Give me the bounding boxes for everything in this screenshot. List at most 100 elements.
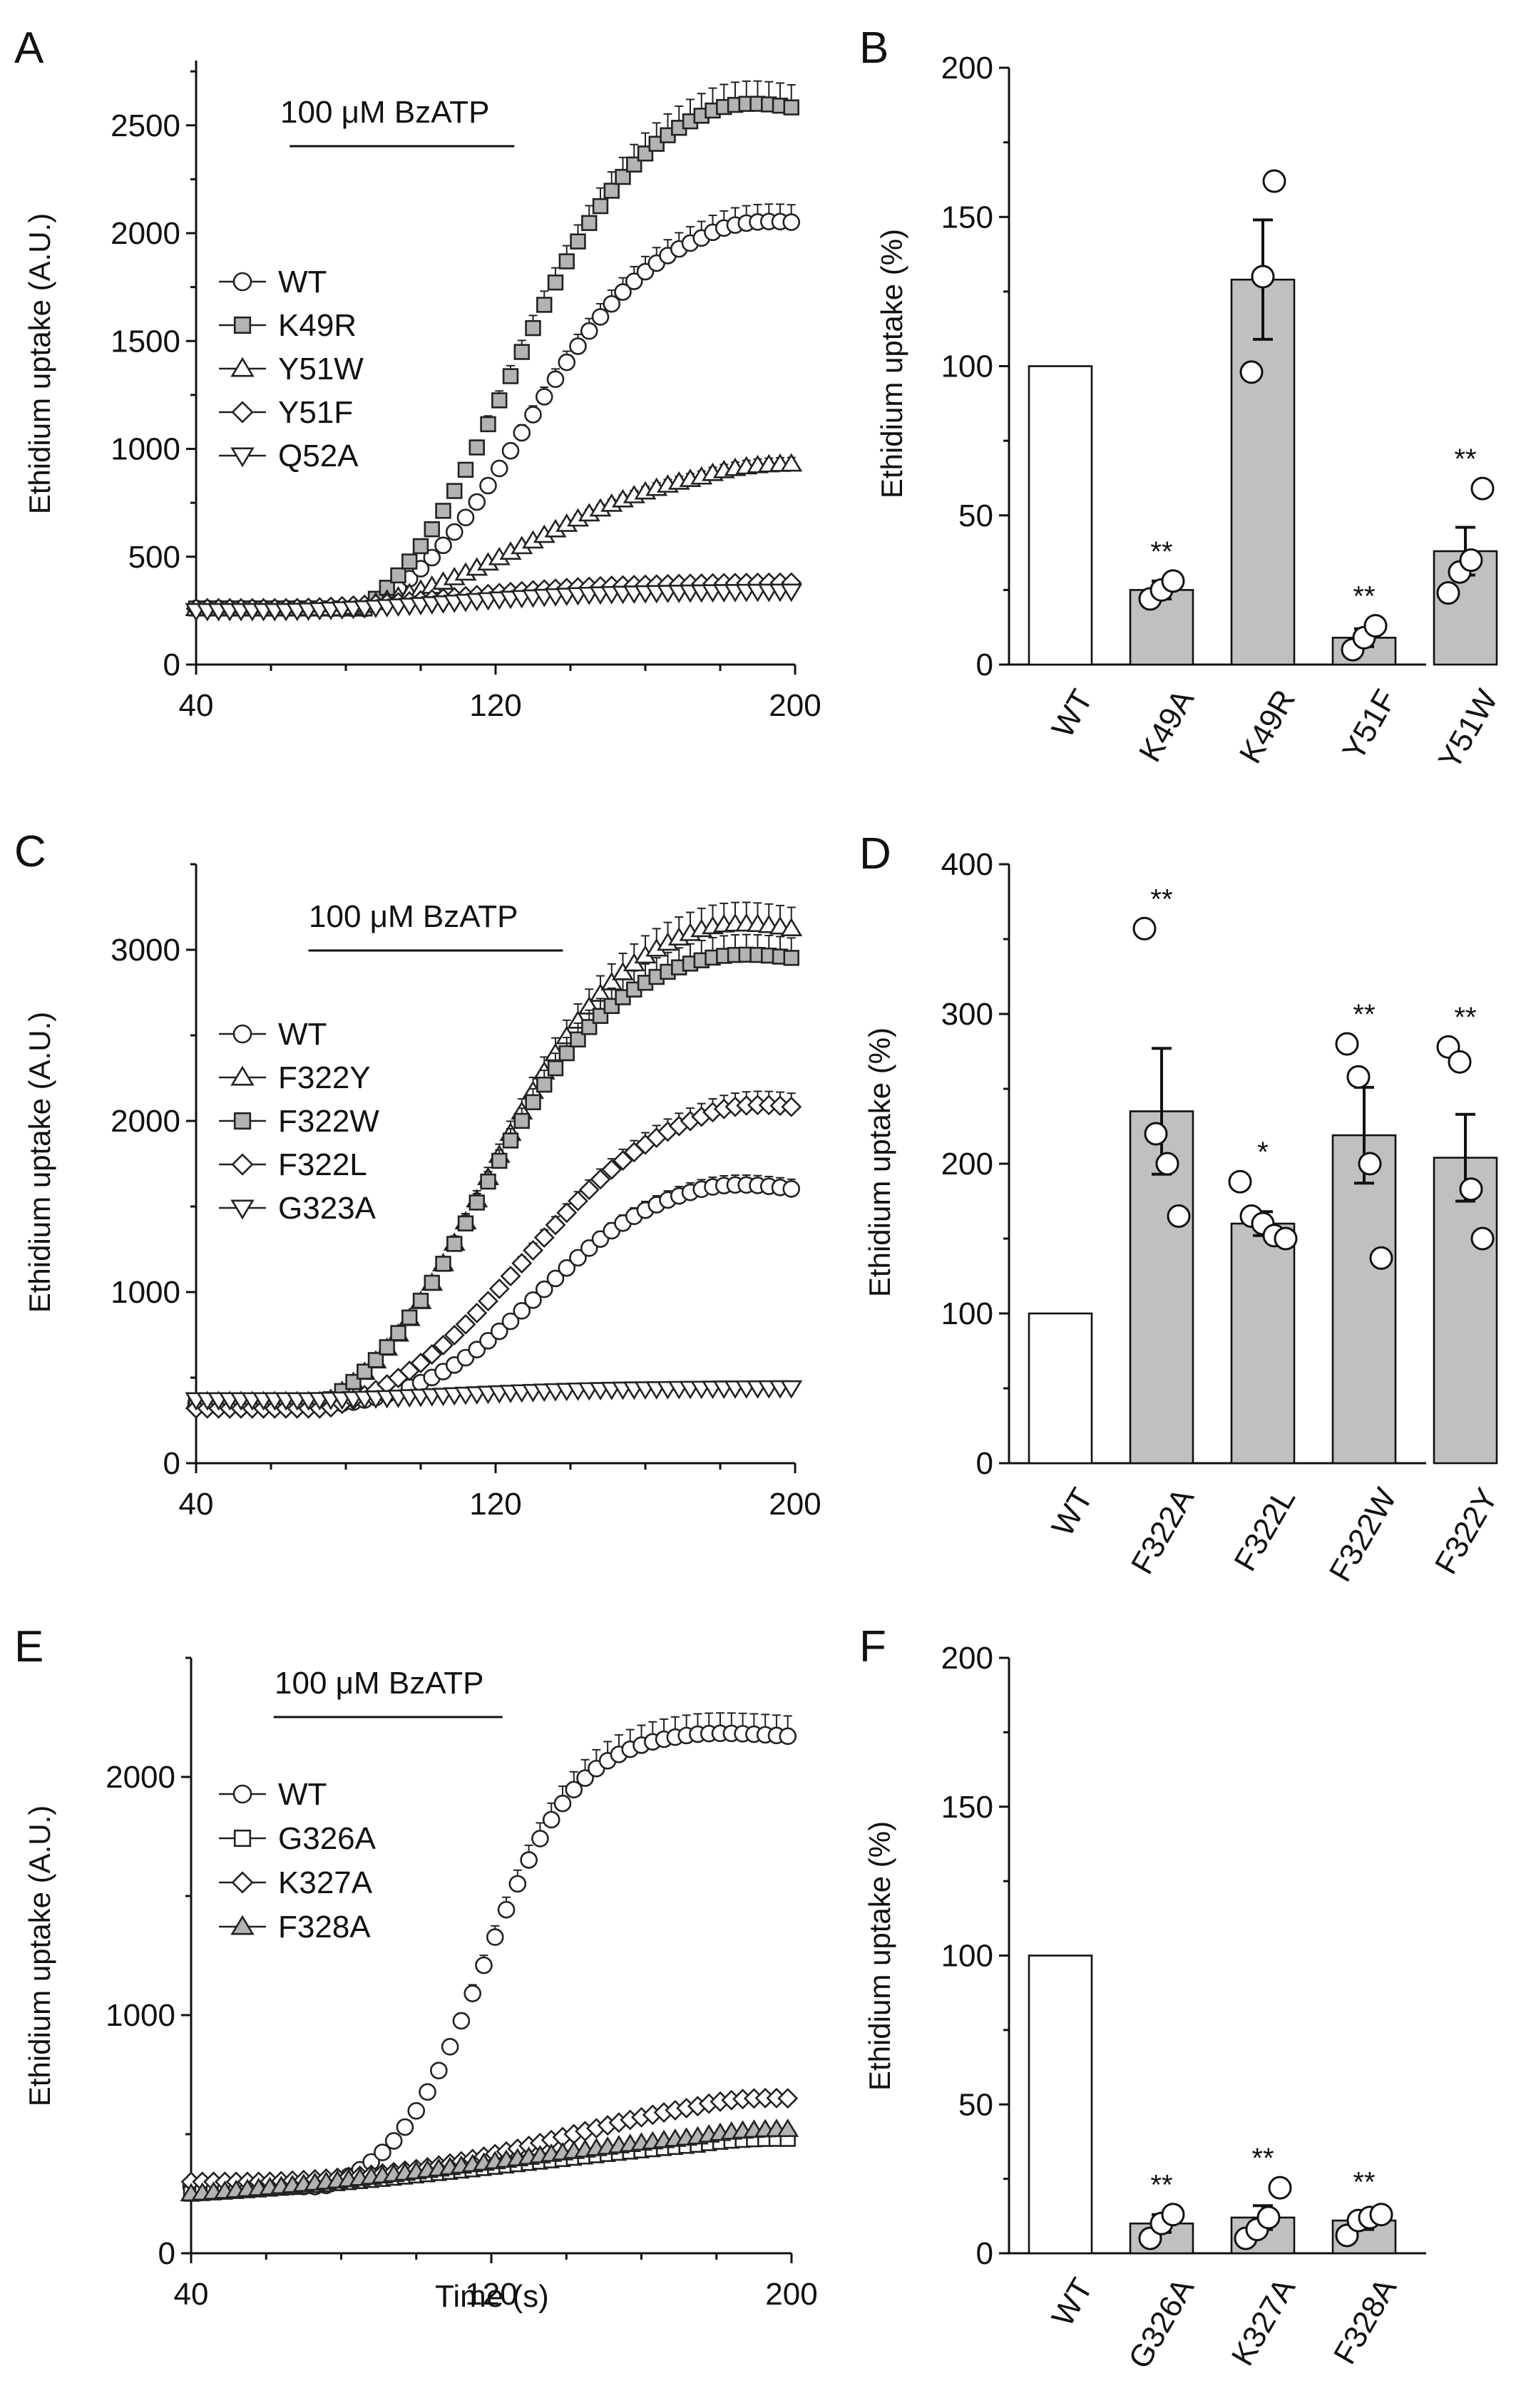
data-point: [1155, 1152, 1179, 1176]
data-point: [480, 416, 496, 433]
legend-item-f322l: F322L: [219, 1147, 367, 1182]
legend-marker: [230, 1199, 255, 1220]
data-point: [576, 1769, 594, 1787]
data-point: [777, 2088, 799, 2109]
data-point: [374, 2143, 391, 2161]
data-point: [401, 553, 418, 570]
data-point: [501, 441, 520, 460]
data-point: [591, 308, 610, 326]
bar-group-f328a: ** F328A: [1327, 2167, 1404, 2370]
y-tick-label: 3000: [111, 933, 180, 968]
data-point: [513, 1302, 531, 1320]
bar: [1028, 1312, 1093, 1465]
data-point: [1161, 2203, 1185, 2227]
data-point: [502, 368, 519, 384]
data-point: [780, 1380, 803, 1399]
data-point: [781, 1096, 802, 1117]
legend-label: F328A: [278, 1910, 371, 1945]
data-point: [558, 253, 575, 270]
data-point: [1369, 1246, 1393, 1270]
significance-marker: *: [1257, 1137, 1269, 1168]
bar-group-f322y: ** F322Y: [1428, 1002, 1505, 1580]
y-tick-label: 1000: [106, 1998, 175, 2033]
data-point: [1132, 916, 1157, 941]
data-point: [441, 2038, 459, 2056]
data-point: [783, 99, 799, 116]
x-tick-label: WT: [1045, 1482, 1100, 1542]
data-point: [556, 1202, 578, 1224]
panel-letter: E: [14, 1622, 43, 1671]
data-point: [430, 2061, 448, 2080]
legend-label: F322W: [278, 1104, 379, 1139]
legend-label: WT: [278, 1017, 327, 1052]
y-tick-label: 100: [941, 1296, 993, 1331]
data-point: [547, 274, 564, 291]
data-point: [407, 2101, 426, 2120]
data-point: [367, 1352, 384, 1368]
y-axis-label: Ethidium uptake (A.U.): [23, 1012, 56, 1313]
x-tick-label: 120: [465, 2277, 517, 2312]
data-point: [490, 1322, 508, 1341]
data-point: [601, 1159, 623, 1180]
data-point: [780, 918, 803, 936]
panel-c: C 0 1000 2000 3000 40 120 200 Ethidium uptake (A…: [14, 827, 821, 1522]
significance-marker: **: [1454, 1002, 1476, 1033]
data-point: [475, 1956, 493, 1974]
data-point: [491, 1152, 508, 1169]
data-point: [580, 322, 598, 340]
data-point: [553, 1794, 572, 1813]
data-point: [390, 1325, 406, 1341]
y-tick-label: 150: [941, 1790, 993, 1825]
x-tick-label: K49R: [1233, 684, 1302, 769]
bar-group-f322w: ** F322W: [1323, 999, 1404, 1587]
y-axis-label: Ethidium uptake (A.U.): [23, 213, 56, 515]
legend-label: WT: [278, 1777, 327, 1812]
data-point: [542, 1810, 560, 1829]
bar: [1230, 1222, 1296, 1465]
data-point: [435, 503, 451, 519]
data-point: [396, 2118, 414, 2136]
data-point: [1436, 581, 1460, 605]
legend-marker: [232, 272, 252, 292]
legend-item-q52a: Q52A: [219, 439, 359, 473]
data-point: [535, 1280, 553, 1298]
data-point: [478, 1291, 498, 1312]
legend-item-y51w: Y51W: [219, 352, 364, 386]
data-point: [434, 536, 452, 555]
series-wt: [182, 1712, 797, 2196]
significance-marker: **: [1150, 2170, 1172, 2201]
legend-label: WT: [278, 265, 327, 299]
data-point: [558, 1045, 575, 1062]
data-point: [1161, 569, 1185, 593]
data-point: [480, 1173, 496, 1190]
bar-group-f322a: ** F322A: [1125, 883, 1202, 1579]
data-point: [536, 1076, 553, 1093]
data-point: [412, 538, 429, 555]
data-point: [508, 1875, 527, 1893]
data-point: [1256, 2205, 1281, 2230]
y-tick-label: 200: [941, 51, 993, 86]
data-point: [412, 1292, 429, 1309]
x-tick-label: G326A: [1122, 2272, 1201, 2374]
legend-item-g326a: G326A: [219, 1821, 377, 1856]
data-point: [525, 319, 541, 337]
data-point: [524, 1291, 542, 1309]
panel-f: F 0 50 100 150 200 Ethidium uptake (%) WT ** G326…: [859, 1622, 1426, 2374]
x-tick-label: 200: [769, 688, 821, 723]
y-tick-label: 1000: [111, 432, 180, 467]
significance-marker: **: [1150, 883, 1172, 915]
bar-group-g326a: ** G326A: [1122, 2170, 1201, 2374]
bar-group-f322l: * F322L: [1227, 1137, 1302, 1577]
data-point: [780, 583, 803, 603]
bar-group-wt: WT: [1028, 1954, 1100, 2332]
data-point: [520, 1851, 538, 1869]
data-point: [479, 476, 497, 495]
y-tick-label: 0: [976, 1446, 993, 1481]
bar: [1129, 589, 1194, 666]
data-point: [468, 439, 485, 456]
data-point: [1346, 1065, 1371, 1089]
data-point: [433, 1334, 454, 1356]
legend-marker: [230, 357, 255, 377]
data-point: [513, 424, 531, 442]
